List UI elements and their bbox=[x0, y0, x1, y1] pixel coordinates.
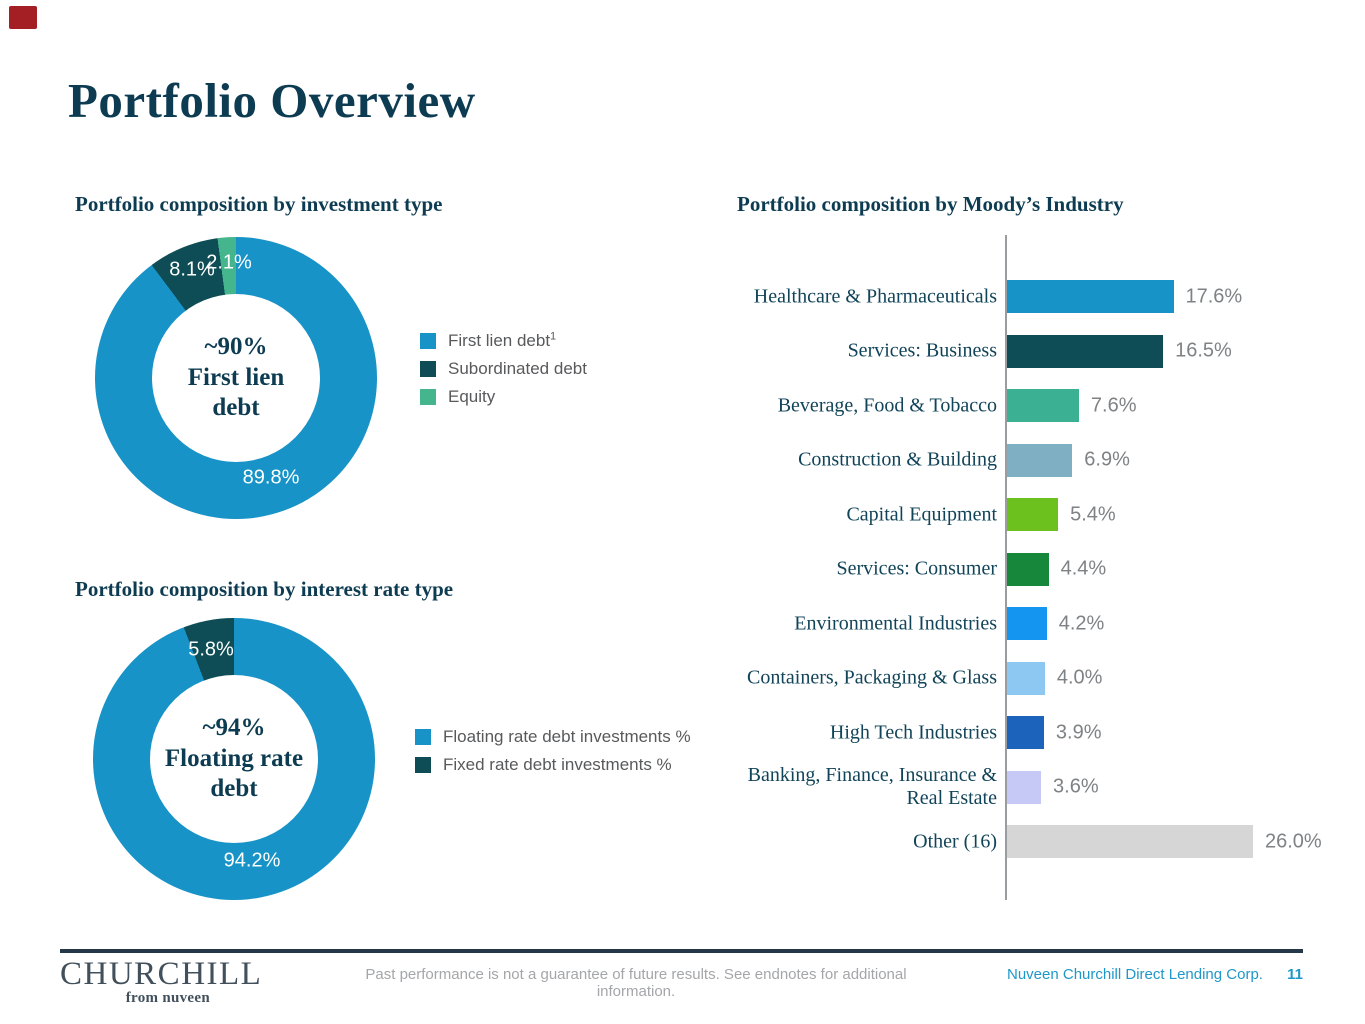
legend-label: Floating rate debt investments % bbox=[443, 727, 691, 746]
legend-item: Subordinated debt bbox=[420, 359, 587, 378]
bar-value-label: 4.2% bbox=[1058, 612, 1105, 634]
donut-center-text: ~94% Floating rate debt bbox=[165, 713, 303, 805]
bar bbox=[1007, 498, 1059, 531]
bar-value-label: 7.6% bbox=[1090, 394, 1137, 416]
footer-disclaimer: Past performance is not a guarantee of f… bbox=[365, 966, 907, 1000]
axis-line bbox=[1005, 235, 1007, 900]
center-line-3: debt bbox=[212, 394, 260, 422]
chart-title-moodys-industry: Portfolio composition by Moody’s Industr… bbox=[737, 192, 1124, 216]
bar bbox=[1007, 443, 1073, 477]
slice-label-equity: 2.1% bbox=[206, 251, 252, 274]
industry-bar-plot: Healthcare & Pharmaceuticals 17.6% Service… bbox=[725, 235, 1365, 905]
slice-label-first-lien: 89.8% bbox=[242, 466, 300, 489]
legend-label: Fixed rate debt investments % bbox=[443, 755, 672, 774]
donut-hole: ~90% First lien debt bbox=[152, 294, 320, 462]
slice-label-fixed: 5.8% bbox=[188, 638, 234, 661]
bar-value-label: 6.9% bbox=[1084, 448, 1130, 471]
center-line-3: debt bbox=[210, 775, 258, 803]
churchill-logo-tagline: from nuveen bbox=[125, 990, 210, 1006]
legend-item: Equity bbox=[420, 387, 587, 406]
bar-value-label: 4.0% bbox=[1056, 666, 1103, 689]
slice-label-subordinated: 8.1% bbox=[169, 258, 215, 281]
churchill-logo: CHURCHILL from nuveen bbox=[60, 956, 263, 1007]
bar-category-label: Banking, Finance, Insurance & Real Estat… bbox=[747, 764, 997, 809]
bar bbox=[1007, 716, 1044, 749]
center-line-2: Floating rate bbox=[164, 744, 304, 772]
legend-swatch bbox=[415, 757, 431, 773]
page-number: 11 bbox=[1287, 966, 1303, 983]
footer-divider bbox=[60, 949, 1303, 953]
bar bbox=[1007, 334, 1164, 368]
legend-item: Floating rate debt investments % bbox=[415, 727, 691, 746]
legend-swatch bbox=[420, 333, 436, 349]
donut-investment-type: ~90% First lien debt 89.8% 8.1% 2.1% bbox=[95, 237, 377, 519]
bar-value-label: 3.9% bbox=[1055, 721, 1102, 743]
legend-footnote-marker: 1 bbox=[550, 330, 557, 343]
bar bbox=[1007, 552, 1049, 586]
chart-title-investment-type: Portfolio composition by investment type bbox=[75, 192, 443, 216]
bar-value-label: 17.6% bbox=[1185, 285, 1243, 307]
legend-investment-type: First lien debt1 Subordinated debt Equity bbox=[420, 330, 587, 406]
bar-value-label: 4.4% bbox=[1060, 557, 1107, 580]
legend-item: Fixed rate debt investments % bbox=[415, 755, 691, 774]
donut-interest-rate-type: ~94% Floating rate debt 94.2% 5.8% bbox=[93, 618, 375, 900]
bar-category-label: Construction & Building bbox=[798, 448, 997, 471]
bar bbox=[1007, 607, 1047, 640]
bar-category-label: Containers, Packaging & Glass bbox=[747, 666, 997, 689]
bar-category-label: Beverage, Food & Tobacco bbox=[777, 394, 997, 416]
bar bbox=[1007, 280, 1174, 313]
bar-category-label: Services: Business bbox=[847, 339, 997, 362]
legend-item: First lien debt1 bbox=[420, 330, 587, 350]
bar bbox=[1007, 825, 1253, 858]
bar-category-label: Services: Consumer bbox=[836, 557, 997, 580]
donut-center-text: ~90% First lien debt bbox=[188, 332, 285, 424]
legend-label: Equity bbox=[448, 387, 496, 406]
slide-title: Portfolio Overview bbox=[68, 73, 476, 128]
donut-hole: ~94% Floating rate debt bbox=[150, 675, 318, 843]
legend-swatch bbox=[415, 729, 431, 745]
center-line-2: First lien bbox=[187, 363, 285, 391]
bar-category-label: Other (16) bbox=[913, 830, 997, 852]
legend-label: First lien debt1 bbox=[448, 330, 557, 350]
bar-category-label: Healthcare & Pharmaceuticals bbox=[753, 285, 997, 307]
legend-swatch bbox=[420, 361, 436, 377]
corner-red-mark bbox=[9, 6, 37, 29]
legend-label: Subordinated debt bbox=[448, 359, 587, 378]
bar bbox=[1007, 770, 1042, 804]
bar bbox=[1007, 389, 1079, 422]
slice-label-floating: 94.2% bbox=[223, 849, 281, 872]
bar-value-label: 26.0% bbox=[1264, 830, 1322, 852]
legend-interest-rate-type: Floating rate debt investments % Fixed ra… bbox=[415, 727, 691, 774]
center-line-1: ~94% bbox=[202, 714, 266, 742]
bar-value-label: 3.6% bbox=[1053, 775, 1099, 798]
footer-company-name: Nuveen Churchill Direct Lending Corp. bbox=[1007, 966, 1263, 983]
bar-value-label: 16.5% bbox=[1175, 339, 1232, 362]
legend-swatch bbox=[420, 389, 436, 405]
chart-title-interest-rate-type: Portfolio composition by interest rate t… bbox=[75, 577, 454, 601]
bar-value-label: 5.4% bbox=[1070, 503, 1116, 525]
bar-category-label: Capital Equipment bbox=[846, 503, 997, 525]
center-line-1: ~90% bbox=[204, 333, 268, 361]
bar bbox=[1007, 661, 1045, 695]
bar-category-label: High Tech Industries bbox=[829, 721, 997, 743]
bar-category-label: Environmental Industries bbox=[794, 612, 997, 634]
churchill-logo-wordmark: CHURCHILL bbox=[60, 956, 263, 992]
